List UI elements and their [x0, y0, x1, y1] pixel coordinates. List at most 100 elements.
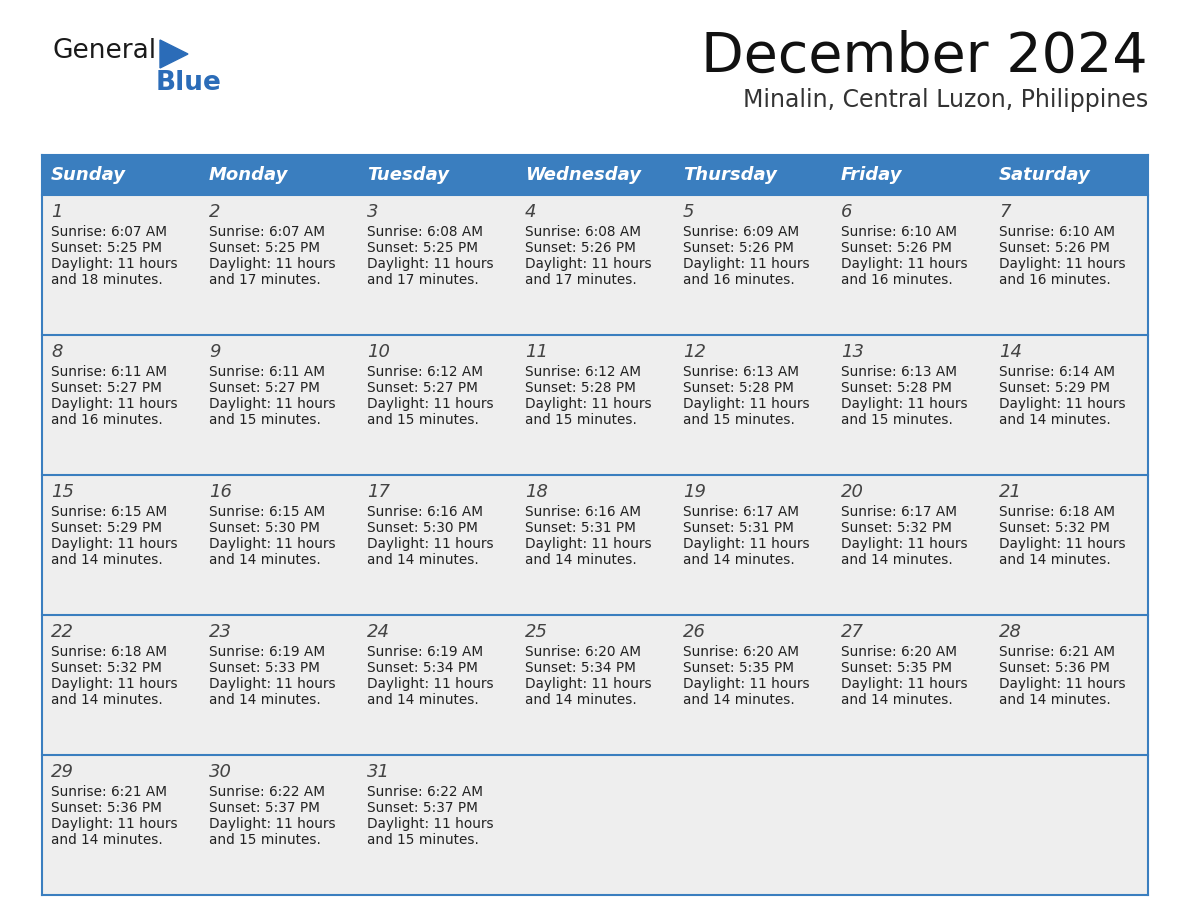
Text: Sunset: 5:29 PM: Sunset: 5:29 PM	[999, 381, 1110, 395]
Text: Sunset: 5:35 PM: Sunset: 5:35 PM	[683, 661, 794, 675]
Text: Daylight: 11 hours: Daylight: 11 hours	[367, 817, 494, 831]
Text: Sunset: 5:27 PM: Sunset: 5:27 PM	[209, 381, 320, 395]
Bar	[42, 755, 200, 895]
Text: Sunset: 5:37 PM: Sunset: 5:37 PM	[209, 801, 320, 815]
Text: General: General	[52, 38, 156, 64]
Text: Daylight: 11 hours: Daylight: 11 hours	[367, 537, 494, 551]
Text: and 17 minutes.: and 17 minutes.	[525, 273, 637, 287]
Text: and 14 minutes.: and 14 minutes.	[841, 553, 953, 567]
Text: Sunset: 5:30 PM: Sunset: 5:30 PM	[209, 521, 320, 535]
Text: 12: 12	[683, 343, 706, 361]
Text: Daylight: 11 hours: Daylight: 11 hours	[367, 397, 494, 411]
Text: Sunset: 5:36 PM: Sunset: 5:36 PM	[999, 661, 1110, 675]
Text: Minalin, Central Luzon, Philippines: Minalin, Central Luzon, Philippines	[742, 88, 1148, 112]
Text: Sunrise: 6:18 AM: Sunrise: 6:18 AM	[999, 505, 1116, 519]
Text: Sunrise: 6:07 AM: Sunrise: 6:07 AM	[51, 225, 168, 239]
Bar	[516, 335, 674, 475]
Text: and 15 minutes.: and 15 minutes.	[683, 413, 795, 427]
Text: Daylight: 11 hours: Daylight: 11 hours	[841, 677, 967, 691]
Bar	[200, 755, 358, 895]
Text: Tuesday: Tuesday	[367, 166, 449, 184]
Text: and 15 minutes.: and 15 minutes.	[209, 413, 321, 427]
Text: Sunrise: 6:11 AM: Sunrise: 6:11 AM	[209, 365, 326, 379]
Text: and 14 minutes.: and 14 minutes.	[51, 553, 163, 567]
Text: 1: 1	[51, 203, 63, 221]
Text: 9: 9	[209, 343, 221, 361]
Text: Sunrise: 6:22 AM: Sunrise: 6:22 AM	[209, 785, 326, 799]
Text: Sunset: 5:31 PM: Sunset: 5:31 PM	[525, 521, 636, 535]
Text: Daylight: 11 hours: Daylight: 11 hours	[367, 257, 494, 271]
Text: Sunrise: 6:11 AM: Sunrise: 6:11 AM	[51, 365, 168, 379]
Text: Sunrise: 6:20 AM: Sunrise: 6:20 AM	[841, 645, 958, 659]
Text: Daylight: 11 hours: Daylight: 11 hours	[209, 537, 336, 551]
Text: and 14 minutes.: and 14 minutes.	[209, 693, 321, 707]
Bar	[516, 475, 674, 615]
Text: Blue: Blue	[156, 70, 222, 96]
Bar	[200, 195, 358, 335]
Text: 5: 5	[683, 203, 695, 221]
Text: 10: 10	[367, 343, 390, 361]
Text: Sunset: 5:25 PM: Sunset: 5:25 PM	[51, 241, 162, 255]
Text: Daylight: 11 hours: Daylight: 11 hours	[51, 817, 178, 831]
Text: Sunset: 5:26 PM: Sunset: 5:26 PM	[841, 241, 952, 255]
Bar	[358, 755, 516, 895]
Text: and 15 minutes.: and 15 minutes.	[525, 413, 637, 427]
Text: Sunset: 5:34 PM: Sunset: 5:34 PM	[367, 661, 478, 675]
Text: Daylight: 11 hours: Daylight: 11 hours	[51, 257, 178, 271]
Bar	[674, 615, 832, 755]
Text: Sunrise: 6:08 AM: Sunrise: 6:08 AM	[525, 225, 642, 239]
Text: 21: 21	[999, 483, 1022, 501]
Text: 11: 11	[525, 343, 548, 361]
Bar	[674, 155, 832, 195]
Text: 23: 23	[209, 623, 232, 641]
Text: 17: 17	[367, 483, 390, 501]
Text: Sunset: 5:29 PM: Sunset: 5:29 PM	[51, 521, 162, 535]
Text: and 15 minutes.: and 15 minutes.	[367, 833, 479, 847]
Text: 26: 26	[683, 623, 706, 641]
Text: Sunset: 5:37 PM: Sunset: 5:37 PM	[367, 801, 478, 815]
Bar	[674, 475, 832, 615]
Text: Sunrise: 6:15 AM: Sunrise: 6:15 AM	[209, 505, 326, 519]
Bar	[42, 475, 200, 615]
Text: Sunrise: 6:13 AM: Sunrise: 6:13 AM	[841, 365, 958, 379]
Bar	[42, 335, 200, 475]
Text: and 16 minutes.: and 16 minutes.	[683, 273, 795, 287]
Text: 27: 27	[841, 623, 864, 641]
Bar	[674, 755, 832, 895]
Text: Sunrise: 6:08 AM: Sunrise: 6:08 AM	[367, 225, 484, 239]
Bar	[516, 155, 674, 195]
Text: Sunrise: 6:17 AM: Sunrise: 6:17 AM	[841, 505, 958, 519]
Text: Sunrise: 6:12 AM: Sunrise: 6:12 AM	[367, 365, 484, 379]
Text: 22: 22	[51, 623, 74, 641]
Text: 6: 6	[841, 203, 853, 221]
Text: Sunset: 5:30 PM: Sunset: 5:30 PM	[367, 521, 478, 535]
Text: and 14 minutes.: and 14 minutes.	[683, 553, 795, 567]
Bar	[674, 195, 832, 335]
Text: 18: 18	[525, 483, 548, 501]
Text: and 14 minutes.: and 14 minutes.	[51, 833, 163, 847]
Text: Sunset: 5:28 PM: Sunset: 5:28 PM	[841, 381, 952, 395]
Text: Wednesday: Wednesday	[525, 166, 642, 184]
Text: and 14 minutes.: and 14 minutes.	[51, 693, 163, 707]
Bar	[200, 475, 358, 615]
Text: 19: 19	[683, 483, 706, 501]
Bar	[516, 615, 674, 755]
Text: Daylight: 11 hours: Daylight: 11 hours	[683, 257, 810, 271]
Text: Sunrise: 6:19 AM: Sunrise: 6:19 AM	[367, 645, 484, 659]
Text: Daylight: 11 hours: Daylight: 11 hours	[51, 677, 178, 691]
Text: Sunset: 5:27 PM: Sunset: 5:27 PM	[367, 381, 478, 395]
Bar	[990, 615, 1148, 755]
Text: Daylight: 11 hours: Daylight: 11 hours	[525, 257, 652, 271]
Text: Daylight: 11 hours: Daylight: 11 hours	[841, 397, 967, 411]
Text: Sunset: 5:35 PM: Sunset: 5:35 PM	[841, 661, 952, 675]
Text: 8: 8	[51, 343, 63, 361]
Text: and 15 minutes.: and 15 minutes.	[209, 833, 321, 847]
Text: Daylight: 11 hours: Daylight: 11 hours	[525, 397, 652, 411]
Text: 7: 7	[999, 203, 1011, 221]
Text: Sunrise: 6:07 AM: Sunrise: 6:07 AM	[209, 225, 326, 239]
Text: Sunset: 5:28 PM: Sunset: 5:28 PM	[683, 381, 794, 395]
Text: 4: 4	[525, 203, 537, 221]
Bar	[200, 155, 358, 195]
Text: Sunset: 5:26 PM: Sunset: 5:26 PM	[525, 241, 636, 255]
Text: and 14 minutes.: and 14 minutes.	[999, 413, 1111, 427]
